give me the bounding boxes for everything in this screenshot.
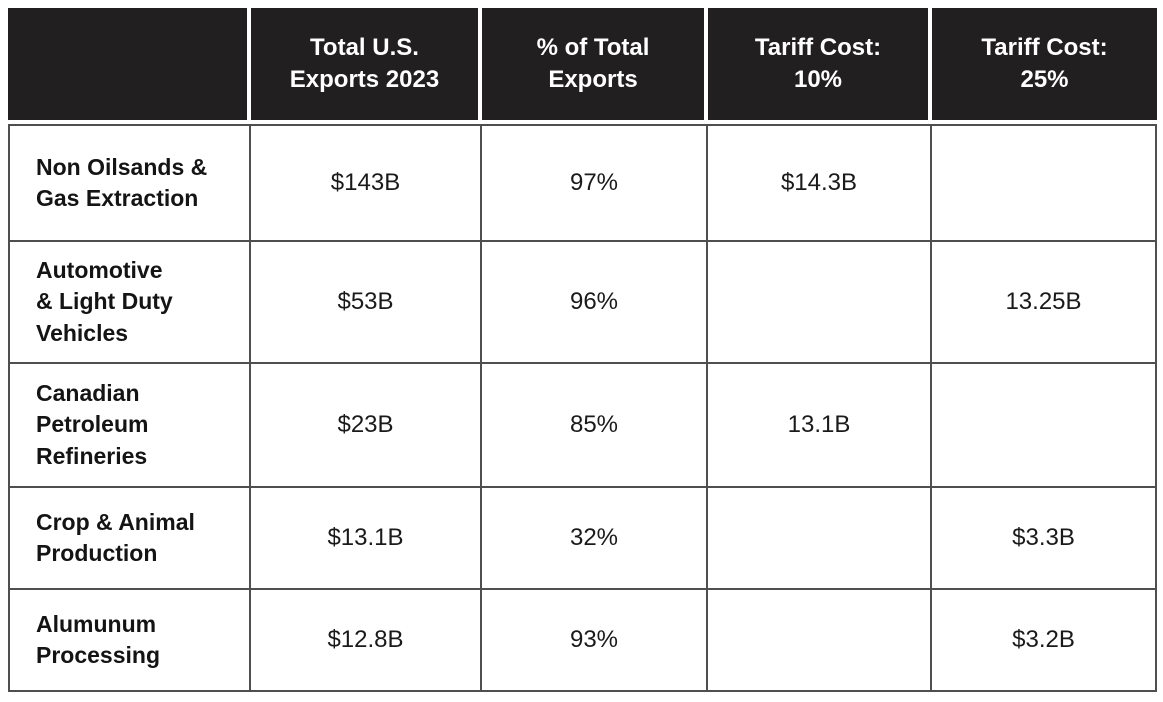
cell-pct-exports: 97% [482, 124, 708, 242]
cell-pct-exports: 85% [482, 364, 708, 488]
cell-total-exports: $143B [251, 124, 482, 242]
cell-tariff-25: 13.25B [932, 242, 1157, 364]
cell-tariff-25: $3.2B [932, 590, 1157, 692]
header-cell-blank [8, 8, 251, 124]
cell-tariff-10: $14.3B [708, 124, 932, 242]
cell-tariff-10: 13.1B [708, 364, 932, 488]
cell-tariff-10 [708, 590, 932, 692]
cell-tariff-25 [932, 124, 1157, 242]
header-cell-tariff-10: Tariff Cost: 10% [708, 8, 932, 124]
cell-tariff-25 [932, 364, 1157, 488]
tariff-table: Total U.S. Exports 2023 % of Total Expor… [8, 8, 1157, 692]
cell-tariff-10 [708, 488, 932, 590]
cell-pct-exports: 96% [482, 242, 708, 364]
cell-pct-exports: 32% [482, 488, 708, 590]
cell-pct-exports: 93% [482, 590, 708, 692]
cell-total-exports: $23B [251, 364, 482, 488]
cell-total-exports: $13.1B [251, 488, 482, 590]
header-cell-total-exports: Total U.S. Exports 2023 [251, 8, 482, 124]
row-label: Canadian Petroleum Refineries [8, 364, 251, 488]
header-cell-pct-exports: % of Total Exports [482, 8, 708, 124]
row-label: Crop & Animal Production [8, 488, 251, 590]
header-cell-tariff-25: Tariff Cost: 25% [932, 8, 1157, 124]
row-label: Non Oilsands & Gas Extraction [8, 124, 251, 242]
cell-tariff-10 [708, 242, 932, 364]
cell-tariff-25: $3.3B [932, 488, 1157, 590]
cell-total-exports: $53B [251, 242, 482, 364]
row-label: Alumunum Processing [8, 590, 251, 692]
cell-total-exports: $12.8B [251, 590, 482, 692]
row-label: Automotive & Light Duty Vehicles [8, 242, 251, 364]
